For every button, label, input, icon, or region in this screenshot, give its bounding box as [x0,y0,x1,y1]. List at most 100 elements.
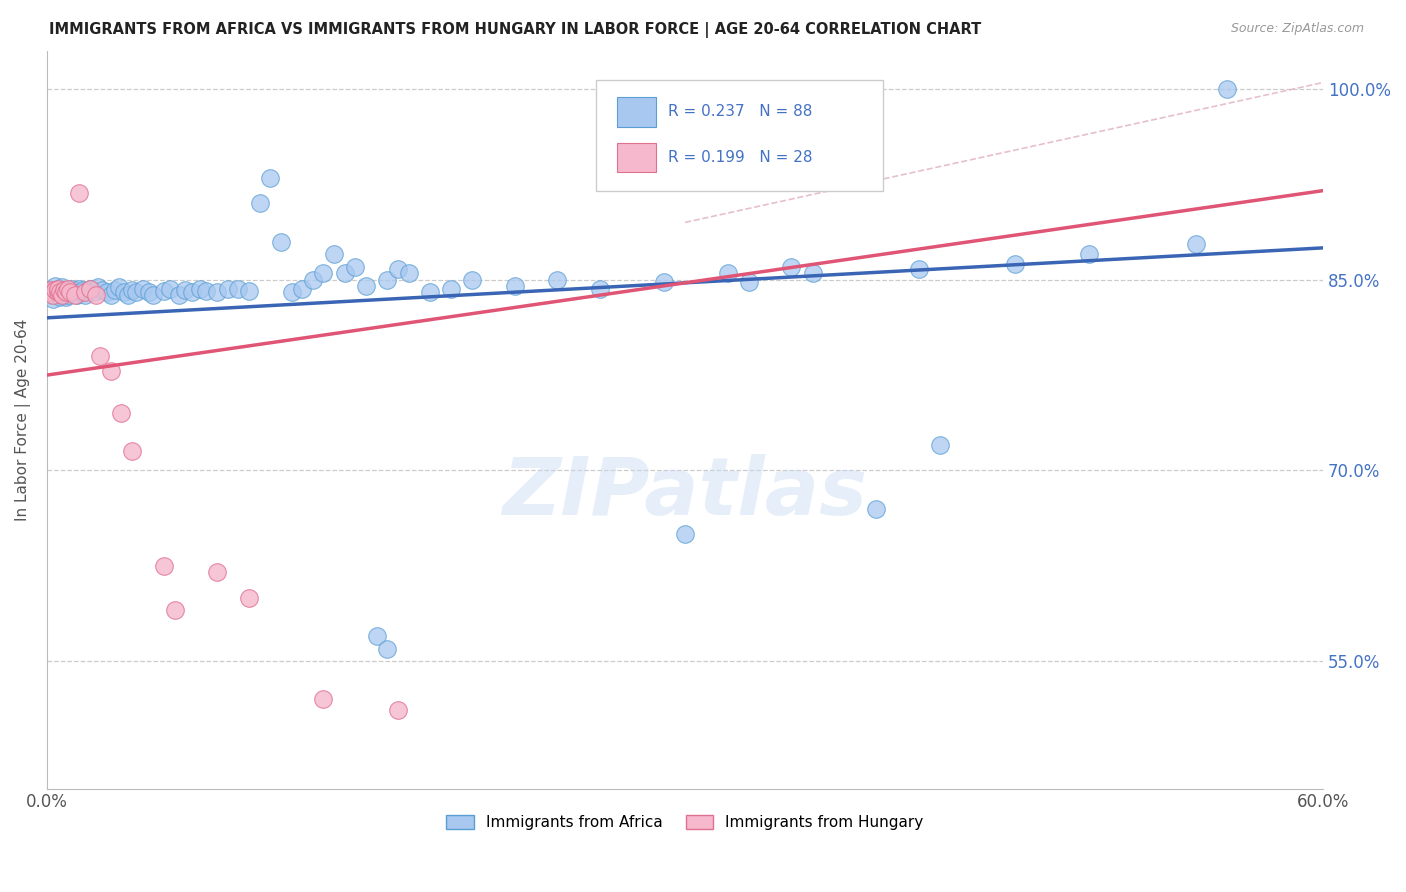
Point [48,284,70,298]
Point [344,260,367,274]
Point [167,288,190,302]
Point [589,282,612,296]
Point [138,285,160,300]
Point [51,285,73,300]
Point [398,266,420,280]
Point [75,285,97,300]
Point [302,273,325,287]
Point [63,288,86,302]
Point [387,262,409,277]
Point [108,280,131,294]
Point [76,284,98,298]
Point [38,285,60,300]
Point [84,288,107,302]
Point [142,288,165,302]
Point [716,266,738,280]
Point [53,283,76,297]
Point [801,266,824,280]
Point [51,288,73,302]
Point [51,280,73,294]
Point [91,283,114,297]
Point [440,282,463,296]
Point [46,282,69,296]
Point [42,288,65,302]
Point [67,186,90,201]
Point [228,282,250,296]
Point [46,285,69,300]
Legend: Immigrants from Africa, Immigrants from Hungary: Immigrants from Africa, Immigrants from … [440,809,929,836]
Point [44,285,66,300]
Point [205,566,228,580]
Point [63,284,86,298]
Point [44,283,66,297]
FancyBboxPatch shape [617,97,655,127]
Point [53,283,76,297]
FancyBboxPatch shape [596,80,883,191]
Point [131,282,153,296]
Point [42,285,65,300]
Point [39,288,62,302]
Point [153,284,176,298]
Point [67,282,90,296]
Y-axis label: In Labor Force | Age 20-64: In Labor Force | Age 20-64 [15,318,31,521]
Point [42,292,65,306]
Text: R = 0.199   N = 28: R = 0.199 N = 28 [668,150,813,165]
Point [323,247,346,261]
Point [58,288,80,302]
Point [280,285,302,300]
Point [153,558,176,573]
Point [375,273,398,287]
Point [1004,257,1026,271]
Point [46,288,69,302]
Point [79,282,101,296]
Point [312,266,335,280]
Text: IMMIGRANTS FROM AFRICA VS IMMIGRANTS FROM HUNGARY IN LABOR FORCE | AGE 20-64 COR: IMMIGRANTS FROM AFRICA VS IMMIGRANTS FRO… [49,22,981,38]
Point [58,283,80,297]
Point [58,282,80,296]
Point [83,285,105,300]
Point [249,196,271,211]
Point [59,285,82,300]
Point [1184,237,1206,252]
Point [89,349,111,363]
Point [387,703,409,717]
Point [217,282,239,296]
Point [48,285,70,300]
Point [125,285,148,300]
Point [503,279,526,293]
Text: Source: ZipAtlas.com: Source: ZipAtlas.com [1230,22,1364,36]
Point [53,288,76,302]
Point [419,285,441,300]
Point [44,279,66,293]
Point [75,288,97,302]
Point [62,282,84,296]
Point [174,283,197,297]
Point [46,282,69,296]
Point [354,279,377,293]
Text: R = 0.237   N = 88: R = 0.237 N = 88 [668,104,813,120]
Text: ZIPatlas: ZIPatlas [502,454,868,533]
Point [780,260,803,274]
Point [259,170,281,185]
Point [188,282,211,296]
Point [159,282,181,296]
Point [738,275,761,289]
Point [59,285,82,300]
Point [180,285,202,300]
Point [42,283,65,297]
Point [1216,82,1239,96]
Point [100,364,122,378]
Point [238,284,260,298]
Point [908,262,931,277]
Point [112,285,135,300]
Point [865,501,887,516]
Point [312,692,335,706]
Point [96,285,118,300]
Point [333,266,356,280]
Point [38,285,60,300]
Point [55,290,77,304]
Point [375,641,398,656]
Point [110,406,132,420]
Point [270,235,292,249]
Point [1078,247,1101,261]
